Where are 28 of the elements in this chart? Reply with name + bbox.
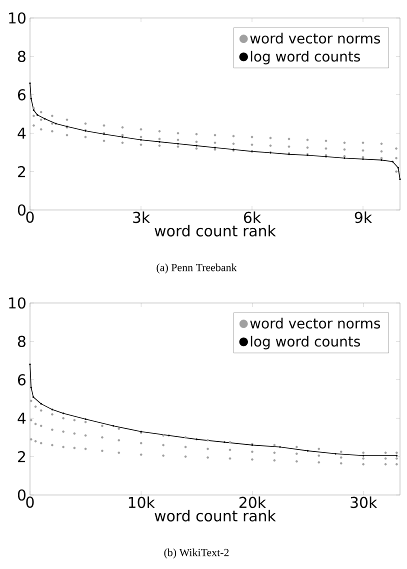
- y-tick-label: 8: [18, 50, 26, 62]
- y-tick-label: 2: [18, 166, 25, 178]
- x-tick-label: 3k: [133, 212, 150, 224]
- x-tick-label: 0: [26, 496, 34, 508]
- y-tick-label: 10: [9, 12, 26, 24]
- x-tick-label: 10k: [128, 496, 155, 508]
- y-tick-label: 2: [18, 451, 25, 462]
- x-tick-label: 20k: [239, 496, 266, 508]
- y-tick-label: 0: [18, 204, 26, 216]
- x-tick-label: 30k: [350, 496, 378, 508]
- y-tick-label: 4: [18, 412, 26, 424]
- x-axis-title: word count rank: [154, 510, 276, 522]
- text: (a) Penn Treebank: [156, 264, 237, 274]
- legend-label: word vector norms: [250, 318, 380, 329]
- text: (b) WikiText-2: [164, 548, 229, 558]
- legend-label: word vector norms: [250, 32, 380, 44]
- x-axis-title: word count rank: [154, 224, 276, 236]
- x-tick-label: 0: [26, 212, 34, 223]
- x-tick-label: 9k: [354, 212, 372, 224]
- y-tick-label: 8: [18, 336, 26, 348]
- legend-label: log word counts: [250, 50, 360, 64]
- x-tick-label: 6k: [244, 212, 262, 224]
- y-tick-label: 6: [18, 374, 26, 386]
- legend-label: log word counts: [250, 336, 360, 350]
- y-tick-label: 0: [18, 489, 26, 501]
- y-tick-label: 10: [9, 297, 26, 309]
- y-tick-label: 6: [18, 89, 26, 100]
- y-tick-label: 4: [18, 128, 26, 139]
